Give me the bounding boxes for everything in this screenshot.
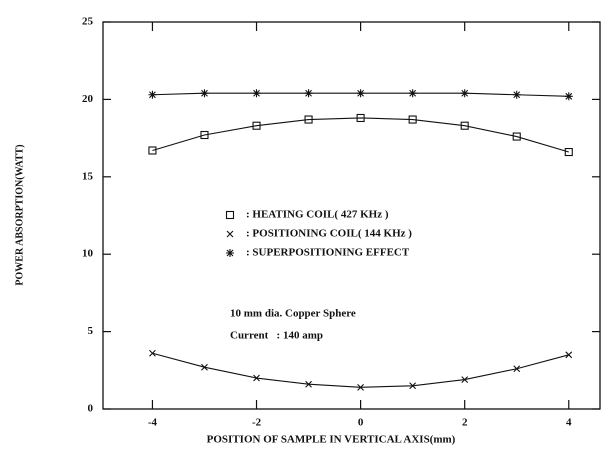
data-point xyxy=(305,380,312,388)
data-point xyxy=(304,115,313,124)
data-point xyxy=(252,89,261,98)
x-tick-label: 2 xyxy=(462,417,468,429)
series-line xyxy=(152,352,569,388)
data-point xyxy=(148,146,157,155)
series-line xyxy=(152,117,569,153)
x-tick-label: -4 xyxy=(148,417,158,429)
y-tick-label: 15 xyxy=(82,170,94,182)
plot-frame xyxy=(102,21,601,410)
data-point xyxy=(460,121,469,130)
data-point xyxy=(513,365,521,373)
data-point xyxy=(200,89,209,98)
legend-marker xyxy=(225,210,235,220)
data-point xyxy=(408,89,417,98)
data-point xyxy=(304,89,313,98)
data-point xyxy=(201,363,208,371)
data-point xyxy=(356,113,365,123)
x-tick-label: -2 xyxy=(252,417,262,429)
x-tick-label: 4 xyxy=(566,417,572,429)
data-point xyxy=(512,132,521,141)
data-point xyxy=(252,121,261,130)
data-point xyxy=(356,89,365,98)
legend-marker xyxy=(226,230,234,238)
legend-label: : SUPERPOSITIONING EFFECT xyxy=(246,247,410,259)
y-tick-label: 10 xyxy=(82,248,94,260)
legend-marker xyxy=(226,249,234,257)
annotation: 10 mm dia. Copper Sphere xyxy=(230,308,356,320)
y-axis-label: POWER ABSORPTION(WATT) xyxy=(14,144,25,285)
data-point xyxy=(564,92,573,101)
data-point xyxy=(148,90,157,99)
data-point xyxy=(512,90,521,99)
data-point xyxy=(357,383,364,391)
annotation: Current : 140 amp xyxy=(230,330,323,342)
y-tick-label: 0 xyxy=(88,403,94,415)
data-point xyxy=(253,374,260,382)
data-point xyxy=(565,351,573,359)
x-tick-label: 0 xyxy=(358,417,364,429)
legend-label: : POSITIONING COIL( 144 KHz ) xyxy=(246,228,412,240)
legend-label: : HEATING COIL( 427 KHz ) xyxy=(246,209,389,221)
y-tick-label: 20 xyxy=(82,93,94,105)
data-point xyxy=(200,130,209,140)
x-axis-label: POSITION OF SAMPLE IN VERTICAL AXIS(mm) xyxy=(207,434,456,446)
y-tick-label: 25 xyxy=(82,16,94,28)
data-point xyxy=(564,147,573,157)
y-tick-label: 5 xyxy=(88,325,94,337)
data-point xyxy=(460,89,469,98)
data-point xyxy=(461,376,469,383)
data-point xyxy=(408,115,417,124)
data-point xyxy=(409,382,417,390)
data-point xyxy=(149,349,156,357)
